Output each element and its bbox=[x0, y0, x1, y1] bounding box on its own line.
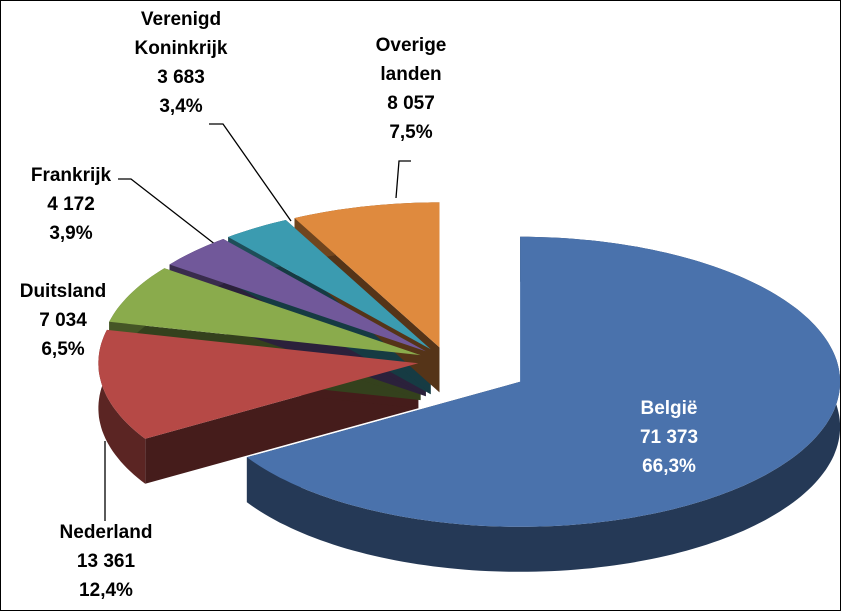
slice-name: Duitsland bbox=[19, 281, 107, 302]
slice bbox=[228, 220, 431, 350]
leader-line bbox=[209, 123, 292, 222]
slice bbox=[246, 236, 840, 527]
slice bbox=[294, 202, 440, 348]
data-label: Verenigd Koninkrijk 3 683 3,4% bbox=[135, 5, 228, 121]
percent-label: 66,3% bbox=[642, 456, 696, 477]
leader-line bbox=[395, 160, 411, 199]
percent-label: 3,4% bbox=[159, 96, 203, 117]
value-label: 71 373 bbox=[639, 427, 699, 448]
slice-name: België bbox=[640, 398, 698, 419]
leader-line bbox=[118, 178, 217, 246]
data-label: België 71 373 66,3% bbox=[640, 394, 698, 481]
value-label: 8 057 bbox=[387, 93, 435, 114]
slice-tops bbox=[98, 202, 840, 527]
percent-label: 3,9% bbox=[49, 223, 93, 244]
data-label: Nederland 13 361 12,4% bbox=[60, 518, 153, 605]
slice bbox=[109, 268, 421, 356]
slice bbox=[98, 329, 419, 439]
slice-name: Verenigd Koninkrijk bbox=[134, 9, 228, 59]
percent-label: 6,5% bbox=[41, 339, 85, 360]
value-label: 3 683 bbox=[157, 67, 205, 88]
data-label: Overige landen 8 057 7,5% bbox=[376, 31, 447, 147]
slice-name: Overige landen bbox=[375, 35, 447, 85]
value-label: 7 034 bbox=[39, 310, 87, 331]
data-label: Duitsland 7 034 6,5% bbox=[20, 277, 107, 364]
slice-name: Frankrijk bbox=[30, 165, 112, 186]
percent-label: 12,4% bbox=[79, 580, 133, 601]
slice-wall bbox=[98, 329, 146, 484]
slice bbox=[169, 239, 426, 352]
percent-label: 7,5% bbox=[389, 122, 433, 143]
value-label: 4 172 bbox=[47, 194, 95, 215]
data-label: Frankrijk 4 172 3,9% bbox=[31, 161, 111, 248]
slice-name: Nederland bbox=[59, 522, 153, 543]
value-label: 13 361 bbox=[76, 551, 136, 572]
